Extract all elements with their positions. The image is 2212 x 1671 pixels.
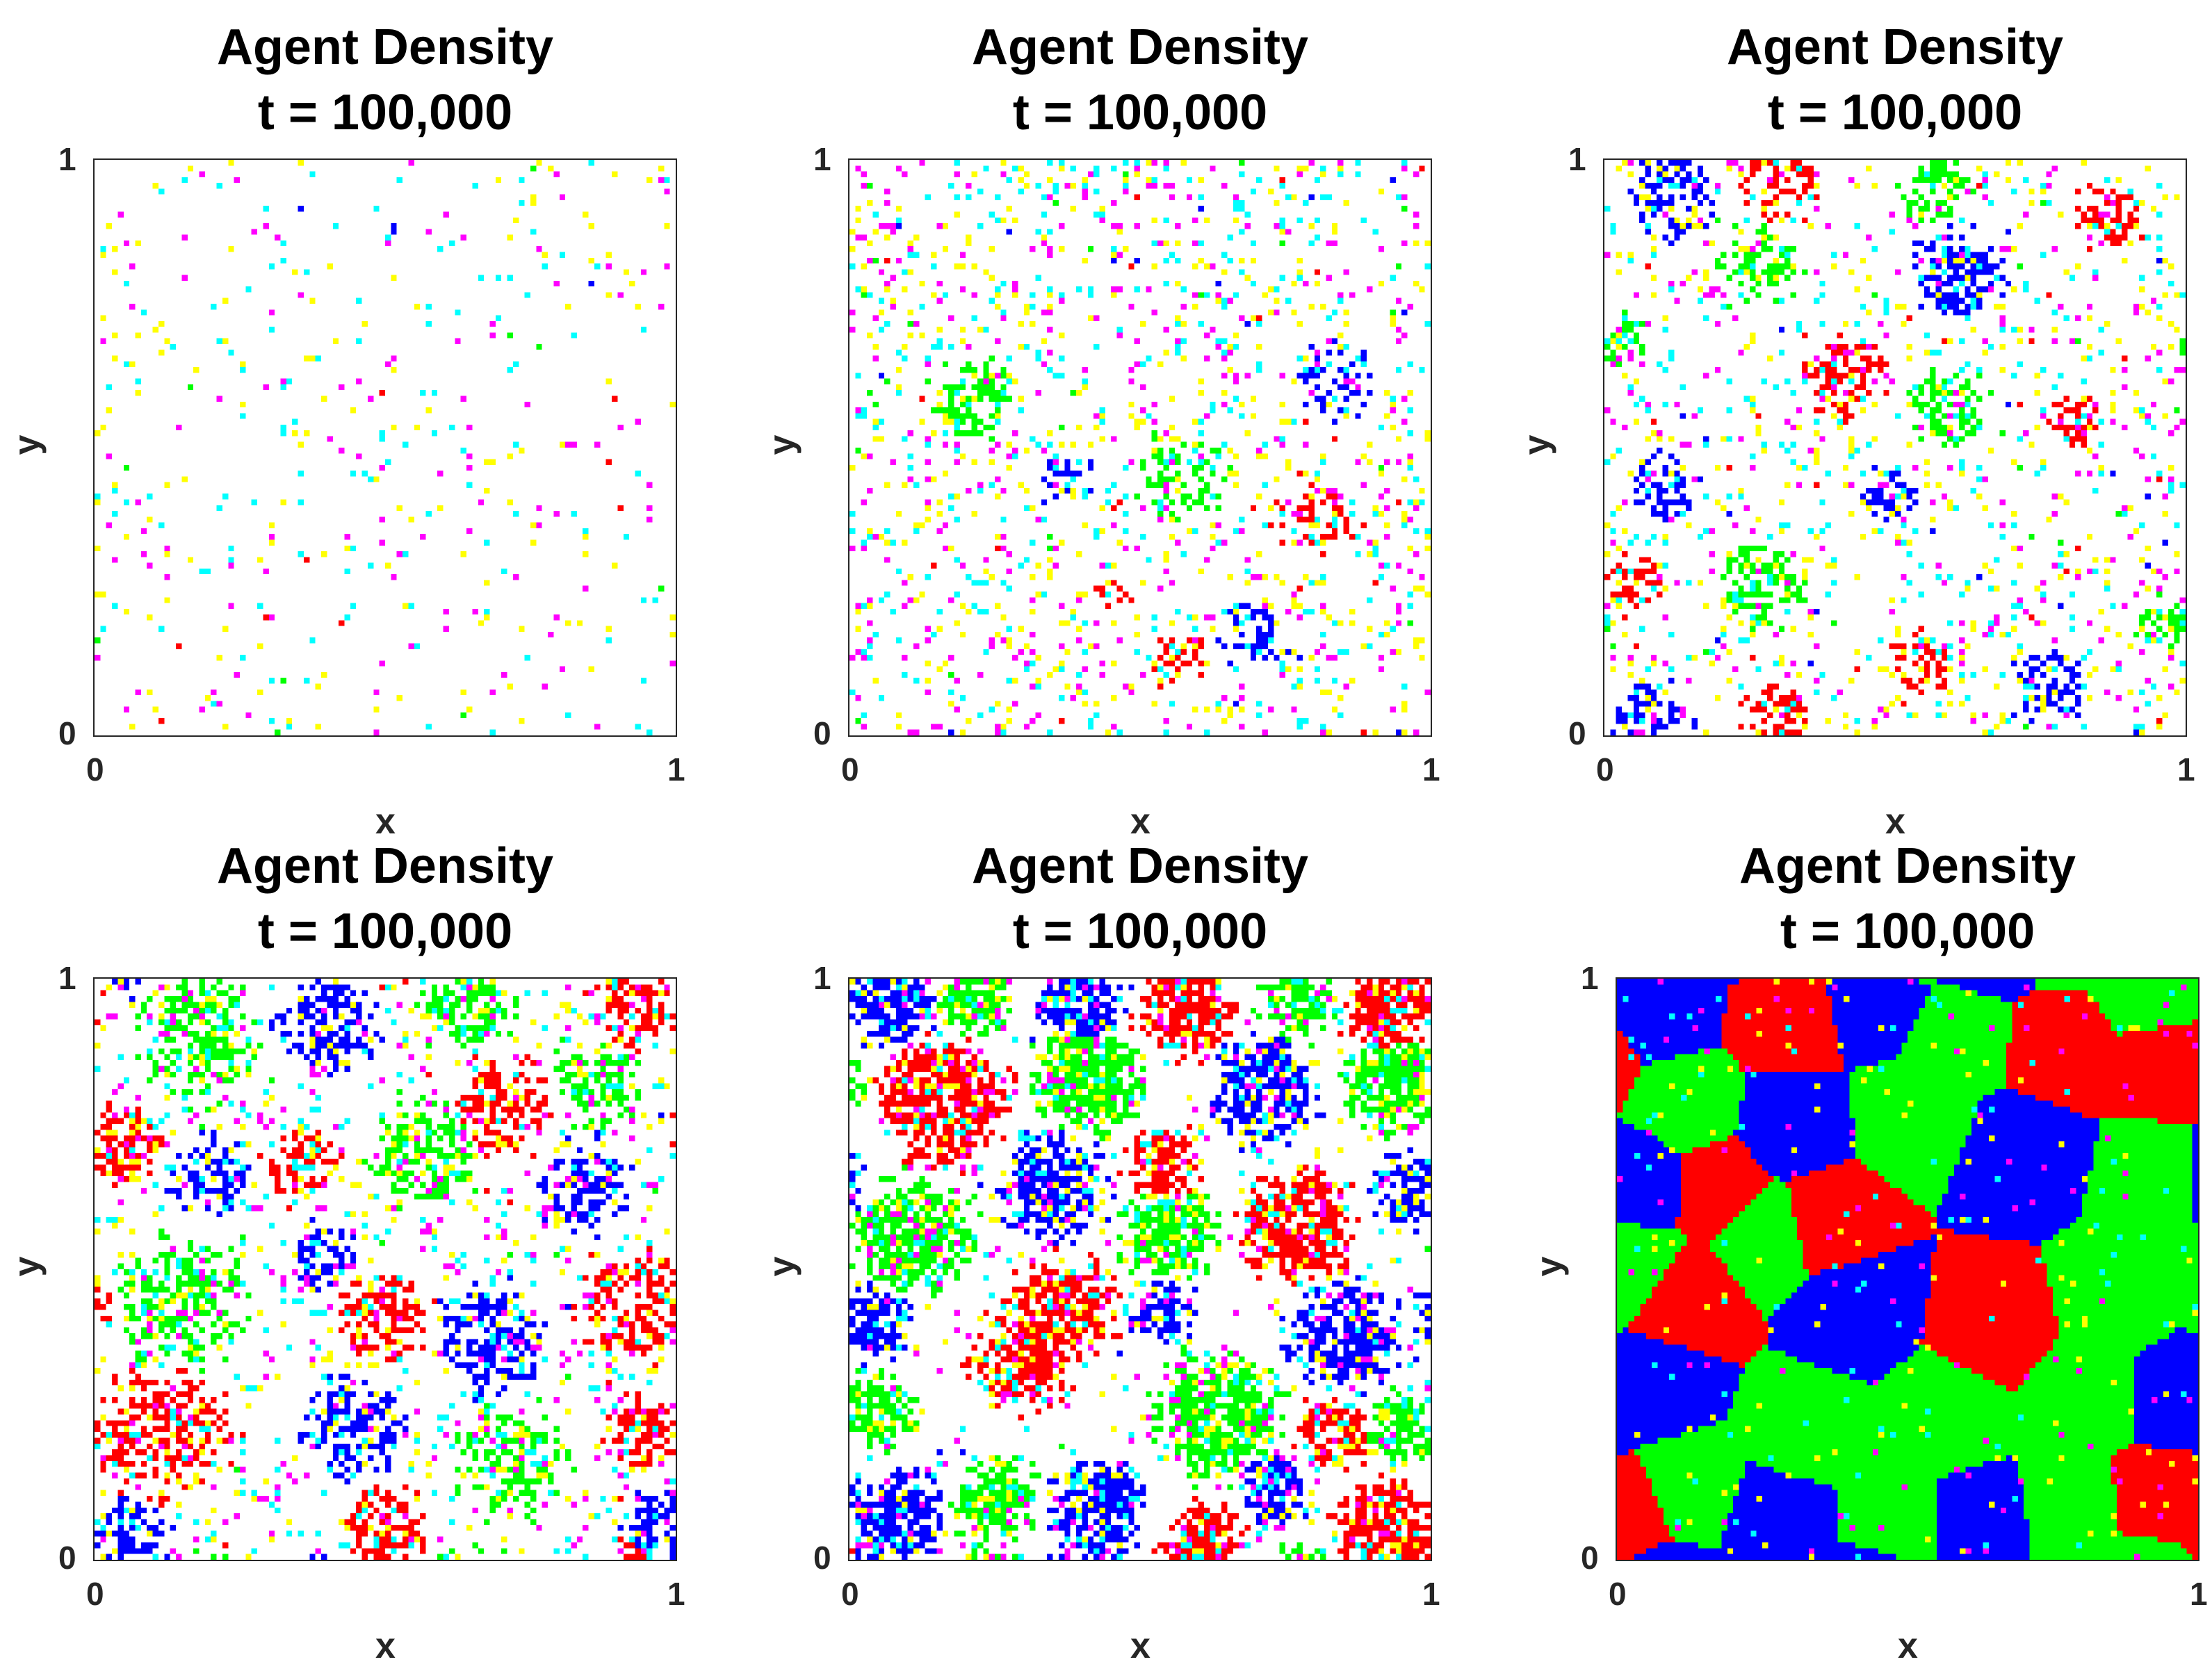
chart-title: Agent Density — [971, 19, 1309, 75]
y-tick-label: 0 — [813, 1540, 831, 1576]
y-axis-label: y — [1529, 1256, 1570, 1277]
x-tick-label: 1 — [667, 751, 685, 788]
x-tick-label: 0 — [86, 751, 104, 788]
chart-subtitle: t = 100,000 — [1780, 904, 2035, 959]
y-axis-label: y — [761, 1256, 802, 1277]
x-axis-label: x — [1130, 1626, 1150, 1666]
x-axis-label: x — [375, 801, 396, 842]
chart-subtitle: t = 100,000 — [1767, 85, 2023, 140]
x-axis-label: x — [1130, 801, 1150, 842]
density-heatmap — [1603, 158, 2187, 737]
x-axis-label: x — [375, 1626, 396, 1666]
y-axis-label: y — [761, 434, 802, 455]
x-tick-label: 0 — [1596, 751, 1614, 788]
density-heatmap — [848, 977, 1432, 1561]
density-heatmap — [1616, 977, 2199, 1561]
y-tick-label: 1 — [58, 141, 76, 177]
density-heatmap — [848, 158, 1432, 737]
x-tick-label: 1 — [1422, 751, 1440, 788]
y-axis-label: y — [6, 434, 47, 455]
chart-title: Agent Density — [971, 838, 1309, 894]
y-tick-label: 0 — [58, 1540, 76, 1576]
x-tick-label: 1 — [2177, 751, 2195, 788]
chart-title: Agent Density — [216, 19, 554, 75]
y-tick-label: 0 — [813, 715, 831, 751]
chart-subtitle: t = 100,000 — [257, 85, 513, 140]
y-tick-label: 1 — [813, 960, 831, 996]
chart-title: Agent Density — [216, 838, 554, 894]
chart-subtitle: t = 100,000 — [1012, 904, 1268, 959]
x-tick-label: 0 — [86, 1576, 104, 1612]
chart-title: Agent Density — [1726, 19, 2064, 75]
chart-subtitle: t = 100,000 — [1012, 85, 1268, 140]
x-axis-label: x — [1898, 1626, 1918, 1666]
y-axis-label: y — [6, 1256, 47, 1277]
y-tick-label: 0 — [1568, 715, 1586, 751]
y-tick-label: 1 — [1581, 960, 1599, 996]
x-tick-label: 1 — [1422, 1576, 1440, 1612]
x-axis-label: x — [1885, 801, 1905, 842]
chart-title: Agent Density — [1739, 838, 2076, 894]
x-tick-label: 0 — [1609, 1576, 1627, 1612]
density-heatmap — [93, 977, 677, 1561]
y-tick-label: 0 — [1581, 1540, 1599, 1576]
x-tick-label: 1 — [667, 1576, 685, 1612]
y-tick-label: 1 — [813, 141, 831, 177]
y-axis-label: y — [1516, 434, 1557, 455]
y-tick-label: 1 — [1568, 141, 1586, 177]
chart-subtitle: t = 100,000 — [257, 904, 513, 959]
x-tick-label: 1 — [2190, 1576, 2208, 1612]
x-tick-label: 0 — [841, 751, 859, 788]
y-tick-label: 1 — [58, 960, 76, 996]
density-heatmap — [93, 158, 677, 737]
x-tick-label: 0 — [841, 1576, 859, 1612]
y-tick-label: 0 — [58, 715, 76, 751]
